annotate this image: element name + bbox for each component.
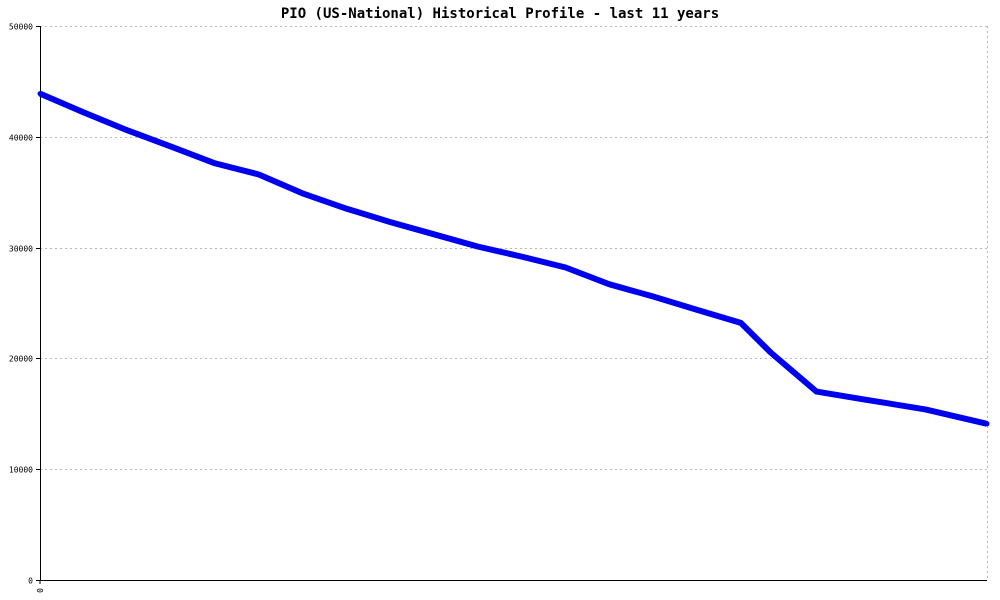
y-tick-label: 40000 bbox=[9, 134, 33, 143]
axis-layer bbox=[36, 26, 988, 584]
data-point bbox=[387, 219, 393, 225]
data-point bbox=[299, 190, 305, 196]
data-point bbox=[256, 172, 262, 177]
data-point bbox=[650, 293, 656, 299]
tick-layer: 0 10000 20000 30000 40000 50000 0 bbox=[9, 23, 45, 593]
y-tick-label: 10000 bbox=[9, 466, 33, 475]
data-point bbox=[37, 91, 43, 97]
series-layer bbox=[37, 90, 990, 427]
grid-layer bbox=[40, 26, 987, 470]
data-point bbox=[984, 421, 990, 427]
data-point bbox=[922, 406, 928, 412]
data-point bbox=[606, 281, 612, 287]
data-point bbox=[861, 396, 867, 402]
x-tick-label: 0 bbox=[36, 588, 45, 593]
data-point bbox=[518, 254, 524, 259]
data-point bbox=[814, 389, 819, 395]
data-point bbox=[693, 307, 699, 313]
data-point bbox=[212, 160, 218, 166]
y-tick-label: 50000 bbox=[9, 23, 33, 32]
y-tick-label: 30000 bbox=[9, 245, 33, 254]
y-tick-label: 0 bbox=[28, 577, 33, 586]
data-point bbox=[475, 244, 480, 249]
data-point bbox=[81, 109, 87, 115]
data-point bbox=[768, 350, 774, 356]
chart-title: PIO (US-National) Historical Profile - l… bbox=[281, 6, 719, 22]
y-tick-label: 20000 bbox=[9, 355, 33, 364]
data-point bbox=[738, 320, 744, 326]
data-point bbox=[344, 206, 350, 212]
data-point bbox=[169, 144, 175, 150]
data-point bbox=[563, 265, 569, 270]
data-point bbox=[124, 127, 130, 133]
data-point bbox=[431, 231, 437, 237]
series-line bbox=[38, 90, 988, 427]
